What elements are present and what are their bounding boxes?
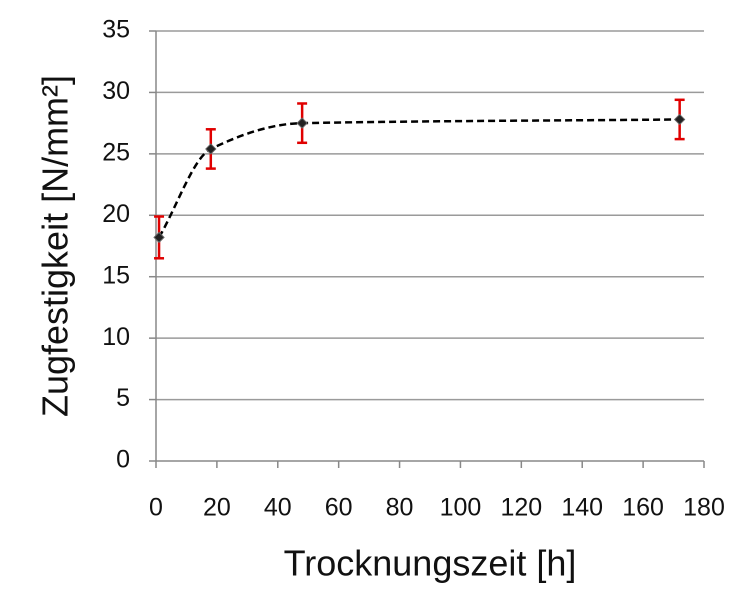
y-tick-label: 20: [102, 200, 130, 228]
y-tick-label: 30: [102, 77, 130, 105]
x-tick-label: 180: [683, 494, 725, 522]
y-tick-label: 15: [102, 261, 130, 289]
marker: [673, 113, 686, 126]
y-axis-label: Zugfestigkeit [N/mm²]: [35, 75, 76, 417]
x-tick-label: 0: [149, 494, 163, 522]
x-tick-label: 40: [264, 494, 292, 522]
y-tick-label: 10: [102, 323, 130, 351]
x-tick-label: 120: [500, 494, 542, 522]
fit-line: [157, 118, 680, 239]
y-tick-label: 35: [102, 16, 130, 44]
x-tick-label: 60: [325, 494, 353, 522]
y-tick-label: 25: [102, 138, 130, 166]
x-tick-label: 140: [561, 494, 603, 522]
marker: [153, 231, 165, 244]
marker: [205, 143, 217, 155]
x-tick-label: 80: [386, 494, 414, 522]
x-tick-label: 160: [622, 494, 664, 522]
marker: [296, 117, 308, 129]
x-tick-label: 20: [203, 494, 231, 522]
y-tick-label: 0: [116, 446, 130, 474]
x-axis-label: Trocknungszeit [h]: [284, 543, 577, 584]
x-tick-label: 100: [440, 494, 482, 522]
y-tick-label: 5: [116, 384, 130, 412]
